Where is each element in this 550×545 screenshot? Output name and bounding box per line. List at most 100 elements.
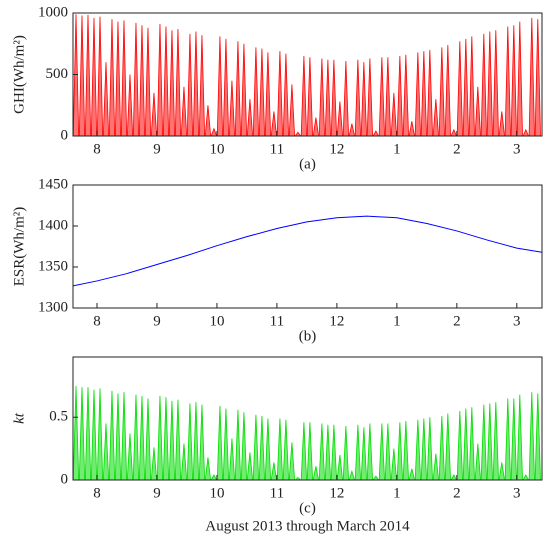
spike bbox=[282, 53, 290, 137]
spike bbox=[348, 123, 356, 137]
spike bbox=[456, 41, 463, 137]
spike bbox=[432, 453, 439, 481]
caption: (a) bbox=[299, 156, 316, 172]
spike bbox=[390, 92, 397, 137]
spike bbox=[144, 398, 152, 481]
spike bbox=[144, 27, 152, 137]
spike bbox=[300, 56, 308, 137]
spike bbox=[210, 474, 218, 481]
spike bbox=[126, 433, 134, 481]
spike bbox=[504, 398, 511, 481]
spike bbox=[228, 438, 236, 481]
y-tick-label: 1000 bbox=[38, 4, 68, 20]
spike bbox=[252, 414, 260, 481]
spike bbox=[126, 74, 134, 137]
spike bbox=[276, 418, 284, 481]
spike bbox=[240, 43, 248, 137]
spike bbox=[474, 86, 481, 137]
spike bbox=[384, 423, 391, 481]
x-tick-label: 10 bbox=[209, 313, 224, 329]
spike bbox=[132, 394, 140, 481]
spike bbox=[72, 385, 80, 481]
spike bbox=[420, 418, 427, 481]
spike bbox=[138, 25, 146, 137]
spike bbox=[180, 86, 188, 137]
spike bbox=[468, 407, 475, 481]
x-tick-label: 8 bbox=[93, 141, 101, 157]
spike bbox=[84, 387, 92, 481]
spike bbox=[522, 128, 530, 137]
x-tick-label: 1 bbox=[393, 141, 401, 157]
spike bbox=[330, 59, 338, 137]
spike bbox=[102, 423, 110, 481]
spike bbox=[216, 36, 224, 137]
x-tick-label: 10 bbox=[209, 485, 224, 501]
spike bbox=[444, 44, 451, 137]
axes-box bbox=[72, 184, 543, 309]
x-tick-label: 1 bbox=[393, 485, 401, 501]
spike bbox=[342, 60, 350, 137]
x-tick-label: 2 bbox=[453, 313, 461, 329]
spike bbox=[534, 393, 541, 481]
x-tick-label: 12 bbox=[329, 485, 344, 501]
y-axis-label: kt bbox=[11, 412, 27, 424]
spike bbox=[516, 394, 523, 481]
spike bbox=[402, 54, 409, 137]
x-tick-label: 3 bbox=[513, 141, 521, 157]
spike bbox=[138, 395, 146, 481]
spike bbox=[96, 388, 104, 481]
y-tick-label: 1400 bbox=[38, 217, 68, 233]
spike bbox=[180, 443, 188, 481]
spike bbox=[426, 49, 433, 137]
spike bbox=[270, 462, 278, 481]
spike bbox=[432, 99, 439, 137]
spike bbox=[402, 420, 409, 481]
spike bbox=[156, 395, 164, 481]
spike bbox=[108, 19, 116, 137]
x-axis-label: August 2013 through March 2014 bbox=[205, 518, 410, 534]
spike bbox=[132, 22, 140, 137]
spike bbox=[174, 399, 182, 481]
spike bbox=[324, 59, 332, 137]
spike bbox=[456, 410, 463, 481]
spike bbox=[294, 131, 302, 137]
spike bbox=[516, 21, 523, 137]
spike bbox=[324, 424, 332, 481]
x-tick-label: 11 bbox=[270, 313, 284, 329]
x-tick-label: 3 bbox=[513, 313, 521, 329]
x-tick-label: 8 bbox=[93, 485, 101, 501]
spike bbox=[318, 58, 326, 137]
spike bbox=[462, 38, 469, 137]
spike bbox=[156, 24, 164, 137]
spike bbox=[258, 48, 266, 137]
spike bbox=[78, 387, 86, 481]
x-tick-label: 12 bbox=[329, 141, 344, 157]
spike bbox=[150, 447, 158, 481]
y-tick-label: 1350 bbox=[38, 258, 68, 274]
spike bbox=[534, 19, 541, 137]
spike bbox=[228, 80, 236, 137]
spike bbox=[354, 424, 362, 481]
spike bbox=[312, 466, 320, 481]
spike bbox=[306, 57, 314, 137]
spike bbox=[408, 468, 416, 481]
spike bbox=[396, 56, 403, 137]
spike bbox=[186, 403, 194, 481]
x-tick-label: 3 bbox=[513, 485, 521, 501]
spike bbox=[234, 41, 242, 137]
x-tick-label: 9 bbox=[153, 485, 161, 501]
spike bbox=[450, 128, 458, 137]
spike bbox=[336, 454, 344, 481]
spike bbox=[366, 423, 373, 481]
spike bbox=[120, 392, 128, 481]
caption: (c) bbox=[299, 500, 316, 516]
y-tick-label: 0 bbox=[61, 127, 69, 143]
spike bbox=[444, 413, 451, 481]
spike bbox=[114, 393, 122, 481]
spike bbox=[384, 57, 391, 137]
spike bbox=[360, 427, 368, 481]
spike bbox=[510, 398, 517, 481]
spike bbox=[414, 419, 421, 481]
spike bbox=[480, 33, 487, 137]
spike bbox=[102, 62, 110, 137]
